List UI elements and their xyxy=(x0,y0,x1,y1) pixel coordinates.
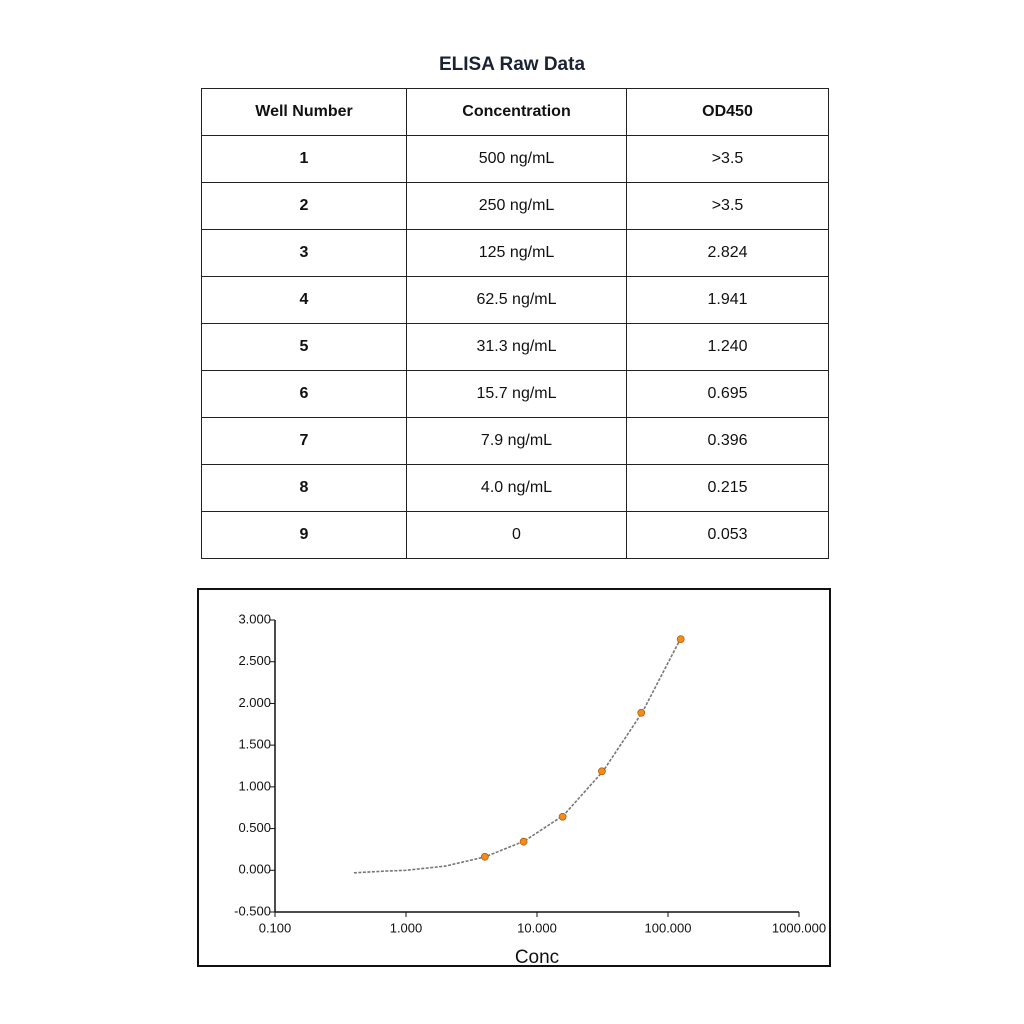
title: ELISA Raw Data xyxy=(438,54,586,75)
table-cell: 62.5 ng/mL xyxy=(406,276,627,324)
chart-frame xyxy=(197,588,831,967)
table-cell: Well Number xyxy=(201,88,407,136)
table-cell: 0.695 xyxy=(626,370,829,418)
data-point xyxy=(637,708,646,717)
table-cell: 0 xyxy=(406,511,627,559)
table-cell: 0.396 xyxy=(626,417,829,465)
x-tick-label: 1.000 xyxy=(390,920,423,935)
table-cell: 1.941 xyxy=(626,276,829,324)
x-tick-label: 10.000 xyxy=(517,920,557,935)
table-cell: 500 ng/mL xyxy=(406,135,627,183)
table-cell: 5 xyxy=(201,323,407,371)
table-row: 2 250 ng/mL >3.5 xyxy=(201,182,829,230)
table-row: 7 7.9 ng/mL 0.396 xyxy=(201,417,829,465)
table-cell: 6 xyxy=(201,370,407,418)
table-cell: Concentration xyxy=(406,88,627,136)
table-row: 1 500 ng/mL >3.5 xyxy=(201,135,829,183)
data-point xyxy=(676,635,685,644)
table-cell: 7.9 ng/mL xyxy=(406,417,627,465)
table-header: Well Number Concentration OD450 xyxy=(201,88,829,136)
table-row: 6 15.7 ng/mL 0.695 xyxy=(201,370,829,418)
table-row: 8 4.0 ng/mL 0.215 xyxy=(201,464,829,512)
table-cell: 7 xyxy=(201,417,407,465)
y-tick-label: 3.000 xyxy=(238,611,271,626)
table-cell: 8 xyxy=(201,464,407,512)
y-tick-label: 2.500 xyxy=(238,653,271,668)
table-cell: 0.053 xyxy=(626,511,829,559)
table-row: 4 62.5 ng/mL 1.941 xyxy=(201,276,829,324)
x-tick-label: 0.100 xyxy=(259,920,292,935)
data-point xyxy=(480,852,489,861)
data-table: Well Number Concentration OD450 1 500 ng/mL >… xyxy=(201,88,829,559)
table-cell: 250 ng/mL xyxy=(406,182,627,230)
y-tick-label: 2.000 xyxy=(238,695,271,710)
x-tick-label: 100.000 xyxy=(645,920,692,935)
y-tick-label: 0.500 xyxy=(238,820,271,835)
table-row: 9 0 0.053 xyxy=(201,511,829,559)
table-cell: >3.5 xyxy=(626,135,829,183)
table-row: 5 31.3 ng/mL 1.240 xyxy=(201,323,829,371)
y-tick-label: 1.000 xyxy=(238,778,271,793)
table-cell: OD450 xyxy=(626,88,829,136)
table-cell: 2.824 xyxy=(626,229,829,277)
y-tick-label: 1.500 xyxy=(238,737,271,752)
data-point xyxy=(558,812,567,821)
table-row: 3 125 ng/mL 2.824 xyxy=(201,229,829,277)
y-tick-label: -0.500 xyxy=(234,903,271,918)
x-axis-label: Conc xyxy=(515,947,559,968)
data-point xyxy=(519,837,528,846)
table-cell: 2 xyxy=(201,182,407,230)
x-tick-label: 1000.000 xyxy=(772,920,826,935)
table-cell: 1 xyxy=(201,135,407,183)
table-cell: 125 ng/mL xyxy=(406,229,627,277)
y-tick-label: 0.000 xyxy=(238,862,271,877)
table-cell: 9 xyxy=(201,511,407,559)
data-point xyxy=(598,767,606,776)
fit-curve xyxy=(353,638,682,874)
